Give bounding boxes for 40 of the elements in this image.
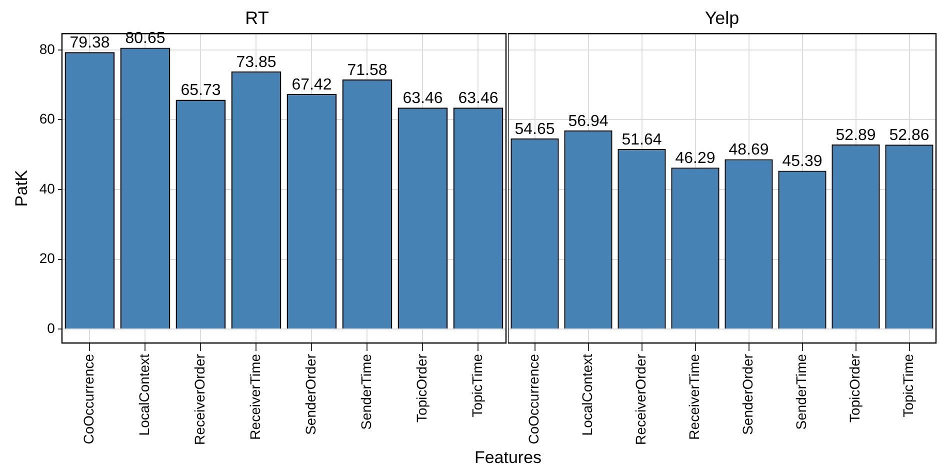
x-tick-label: ReceiverOrder <box>192 354 208 446</box>
data-label: 54.65 <box>514 120 555 138</box>
chart-title: RT <box>245 8 269 28</box>
data-label: 46.29 <box>675 150 716 167</box>
x-tick-label: LocalContext <box>136 354 152 436</box>
x-tick-label: SenderOrder <box>302 354 319 435</box>
data-label: 48.69 <box>728 142 769 159</box>
y-tick-label: 40 <box>39 180 56 196</box>
data-label: 51.64 <box>622 131 662 148</box>
data-label: 65.73 <box>180 82 221 100</box>
y-tick-label: 80 <box>39 40 56 57</box>
chart-title: Yelp <box>704 8 740 28</box>
x-tick-label: TopicOrder <box>414 354 430 422</box>
x-tick-label: LocalContext <box>579 354 596 436</box>
x-tick-label: SenderTime <box>358 354 374 430</box>
y-axis-title: PatK <box>12 169 31 207</box>
x-tick-label: ReceiverTime <box>686 354 702 440</box>
data-label: 63.46 <box>458 90 498 108</box>
x-tick-label: TopicTime <box>469 354 486 418</box>
data-label: 71.58 <box>347 62 388 79</box>
y-tick-label: 0 <box>47 320 56 336</box>
data-label: 56.94 <box>568 112 608 130</box>
y-tick-label: 20 <box>39 250 56 266</box>
x-tick-label: CoOccurrence <box>80 354 97 444</box>
x-tick-label: TopicTime <box>900 354 916 418</box>
x-tick-label: SenderOrder <box>740 354 756 435</box>
x-tick-label: SenderTime <box>793 354 810 430</box>
data-label: 63.46 <box>402 90 443 108</box>
x-tick-label: CoOccurrence <box>526 354 542 444</box>
x-tick-label: TopicOrder <box>846 354 863 422</box>
x-tick-label: ReceiverOrder <box>632 354 649 446</box>
x-tick-label: ReceiverTime <box>247 354 264 440</box>
data-label: 52.86 <box>889 127 930 144</box>
data-label: 45.39 <box>782 153 822 170</box>
data-label: 79.38 <box>70 34 110 52</box>
x-axis-title: Features <box>473 448 543 468</box>
data-label: 52.89 <box>836 126 876 144</box>
y-tick-label: 60 <box>39 110 56 127</box>
data-label: 73.85 <box>236 54 276 71</box>
data-label: 67.42 <box>292 76 332 94</box>
